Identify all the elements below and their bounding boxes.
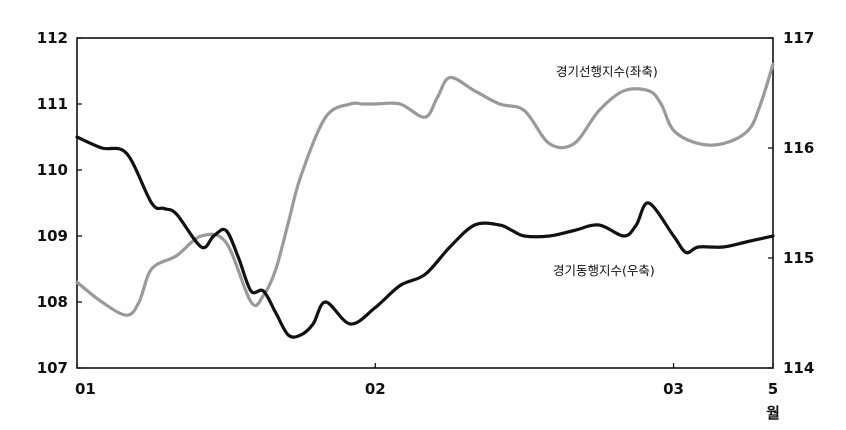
x-tick-label: 01 bbox=[75, 380, 96, 398]
right-tick-label: 116 bbox=[783, 139, 814, 157]
left-tick-label: 112 bbox=[37, 29, 68, 47]
left-tick-label: 109 bbox=[37, 227, 68, 245]
left-tick-label: 107 bbox=[37, 359, 68, 377]
left-tick-label: 110 bbox=[37, 161, 68, 179]
left-tick-label: 108 bbox=[37, 293, 68, 311]
x-tick-label: 02 bbox=[365, 380, 386, 398]
right-tick-label: 117 bbox=[783, 29, 814, 47]
coincident-index-annotation: 경기동행지수(우축) bbox=[553, 263, 655, 278]
leading-index-line bbox=[75, 62, 775, 317]
x-tick-label: 03 bbox=[663, 380, 684, 398]
right-tick-label: 114 bbox=[783, 359, 814, 377]
left-tick-label: 111 bbox=[37, 95, 68, 113]
leading-index-annotation: 경기선행지수(좌축) bbox=[556, 64, 658, 79]
plot-area: 107 108 109 110 111 112 114 115 116 117 01 02 03 5 월 경기… bbox=[37, 29, 815, 422]
x-unit-label: 월 bbox=[766, 404, 780, 422]
right-tick-label: 115 bbox=[783, 249, 814, 267]
coincident-index-line bbox=[75, 135, 775, 339]
plot-frame bbox=[76, 37, 774, 369]
x-tick-label: 5 bbox=[768, 380, 778, 398]
